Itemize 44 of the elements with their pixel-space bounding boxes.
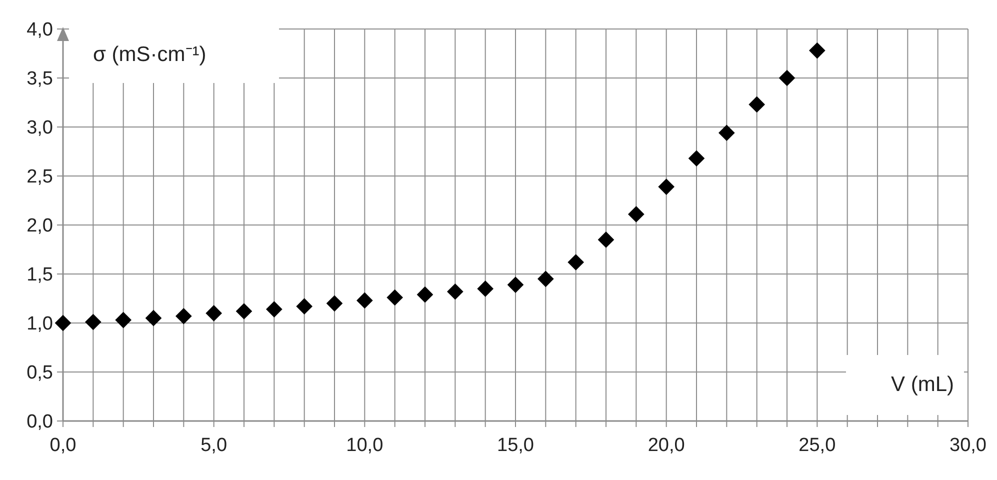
point xyxy=(598,232,614,248)
y-tick-label: 2,5 xyxy=(26,166,53,188)
point xyxy=(85,314,102,330)
point xyxy=(416,286,434,303)
point xyxy=(54,314,72,332)
y-tick-label: 1,5 xyxy=(26,264,53,286)
point xyxy=(507,276,524,293)
x-tick-label: 10,0 xyxy=(346,435,384,456)
point xyxy=(356,292,373,309)
y-tick-label: 0,0 xyxy=(26,412,53,433)
point xyxy=(809,42,826,59)
y-tick-label: 4,0 xyxy=(26,20,53,41)
point xyxy=(115,312,132,328)
point xyxy=(748,96,765,113)
y-tick-label: 3,5 xyxy=(26,68,53,90)
x-tick-label: 15,0 xyxy=(497,435,534,456)
point xyxy=(658,178,674,195)
point xyxy=(296,298,312,315)
point xyxy=(145,310,162,326)
point xyxy=(447,283,464,300)
point xyxy=(477,280,494,297)
point xyxy=(688,150,705,167)
y-tick-label: 1,0 xyxy=(26,314,53,335)
x-tick-label: 30,0 xyxy=(950,435,986,456)
x-axis-title: V (mL) xyxy=(891,373,954,396)
y-tick-label: 0,5 xyxy=(26,362,53,384)
point xyxy=(266,301,282,318)
point xyxy=(206,305,222,322)
y-tick-label: 2,0 xyxy=(26,216,53,237)
y-axis-title: σ (mS·cm⁻¹) xyxy=(93,43,206,66)
point xyxy=(568,254,584,270)
x-tick-label: 5,0 xyxy=(200,435,228,456)
x-tick-label: 0,0 xyxy=(50,435,76,456)
y-tick-label: 3,0 xyxy=(26,118,53,139)
x-tick-label: 20,0 xyxy=(648,435,685,456)
x-tick-label: 25,0 xyxy=(798,435,836,456)
point xyxy=(236,303,252,320)
point xyxy=(718,124,735,142)
point xyxy=(326,295,343,312)
point xyxy=(628,206,644,222)
point xyxy=(778,70,796,86)
point xyxy=(538,270,554,288)
point xyxy=(386,289,403,306)
point xyxy=(176,308,192,324)
